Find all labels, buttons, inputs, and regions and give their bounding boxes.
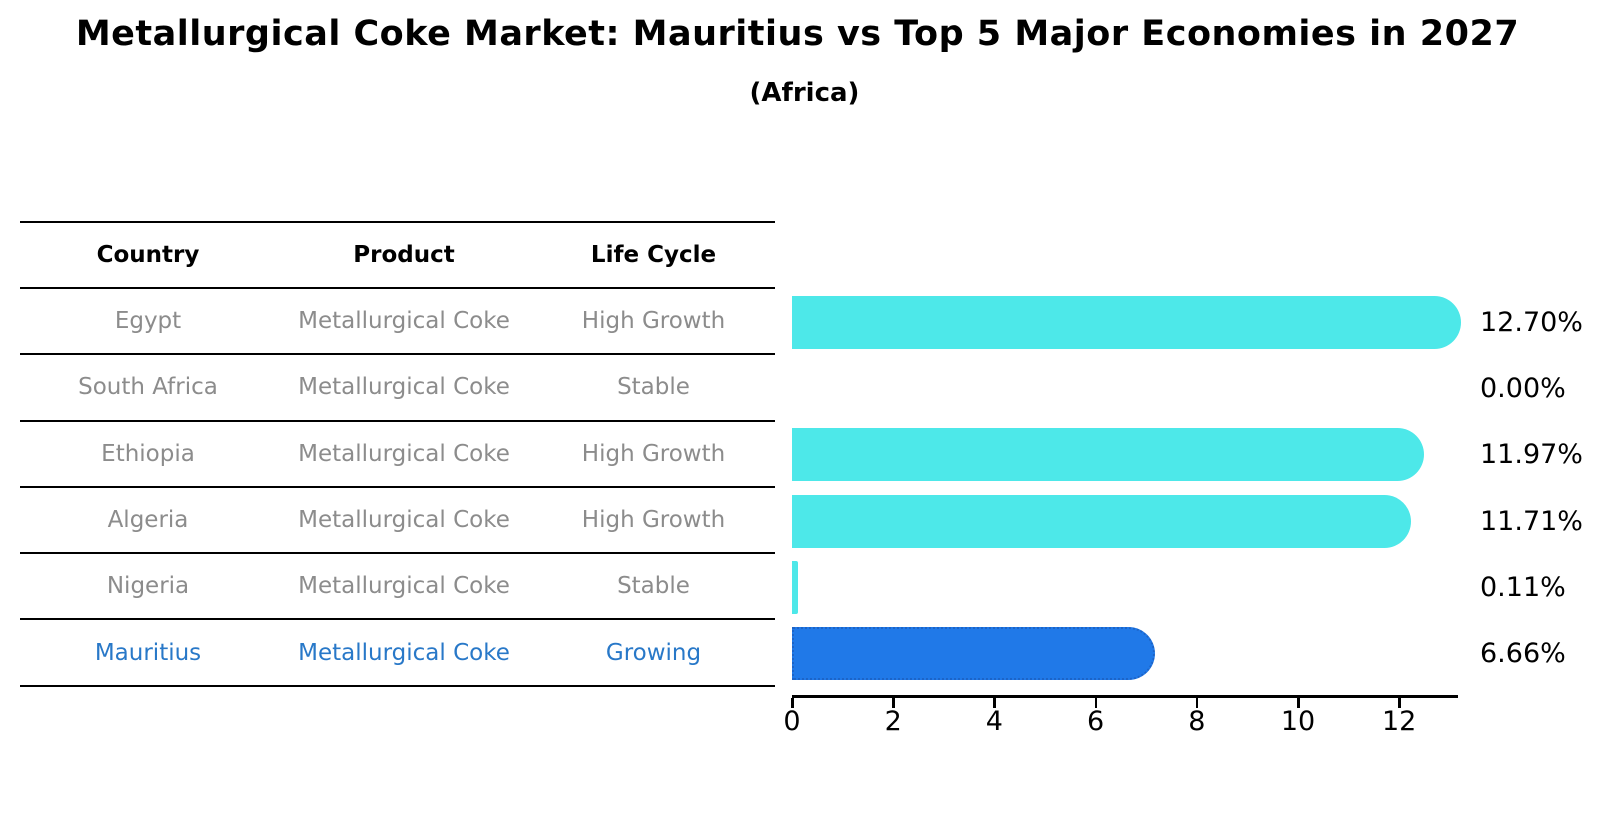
cell-country: South Africa xyxy=(78,374,218,401)
bar-egypt xyxy=(792,295,1461,349)
table-row: Algeria Metallurgical Coke High Growth xyxy=(20,488,775,555)
bar-ethiopia xyxy=(792,428,1424,482)
table-row: Mauritius Metallurgical Coke Growing xyxy=(20,620,775,687)
x-axis-tick-label: 0 xyxy=(783,706,801,737)
cell-product: Metallurgical Coke xyxy=(298,507,510,534)
x-axis-tick xyxy=(1094,698,1098,708)
x-axis-tick-label: 6 xyxy=(1087,706,1105,737)
x-axis-tick xyxy=(993,698,996,708)
cell-life-cycle: Growing xyxy=(605,639,702,666)
cell-product: Metallurgical Coke xyxy=(298,639,510,666)
value-label: 0.00% xyxy=(1480,372,1566,404)
country-table: Country Product Life Cycle Egypt Metallur… xyxy=(20,221,775,687)
bar-nigeria xyxy=(792,560,798,614)
cell-product: Metallurgical Coke xyxy=(298,308,510,335)
x-axis-tick-label: 4 xyxy=(985,706,1003,737)
table-body: Egypt Metallurgical Coke High Growth South … xyxy=(20,289,775,687)
table-row: Ethiopia Metallurgical Coke High Growth xyxy=(20,422,775,488)
col-header-product: Product xyxy=(353,242,455,268)
table-row: South Africa Metallurgical Coke Stable xyxy=(20,355,775,422)
bar-mauritius xyxy=(792,627,1155,681)
cell-life-cycle: High Growth xyxy=(581,507,726,534)
x-axis-tick xyxy=(791,698,794,708)
value-label: 11.97% xyxy=(1480,439,1583,471)
value-label: 11.71% xyxy=(1480,505,1583,537)
col-header-country: Country xyxy=(96,242,200,268)
cell-life-cycle: Stable xyxy=(617,573,690,600)
cell-product: Metallurgical Coke xyxy=(298,573,510,600)
x-axis-tick-label: 10 xyxy=(1280,706,1316,737)
cell-product: Metallurgical Coke xyxy=(298,440,510,467)
cell-country: Algeria xyxy=(107,507,189,534)
cell-product: Metallurgical Coke xyxy=(298,374,510,401)
table-header-row: Country Product Life Cycle xyxy=(20,221,775,289)
cell-country: Ethiopia xyxy=(101,440,195,467)
cell-life-cycle: Stable xyxy=(617,374,690,401)
x-axis-tick-label: 8 xyxy=(1188,706,1206,737)
bar-algeria xyxy=(792,494,1411,548)
x-axis-tick-label: 2 xyxy=(884,706,902,737)
x-axis-tick xyxy=(892,698,895,708)
x-axis-tick xyxy=(1195,698,1199,708)
col-header-lifecycle: Life Cycle xyxy=(590,242,717,268)
value-label: 0.11% xyxy=(1480,571,1566,603)
x-axis-tick-label: 12 xyxy=(1382,706,1417,737)
x-axis-line xyxy=(792,695,1458,698)
cell-life-cycle: High Growth xyxy=(581,440,726,467)
value-label: 12.70% xyxy=(1480,306,1583,338)
table-row: Egypt Metallurgical Coke High Growth xyxy=(20,289,775,356)
cell-country: Nigeria xyxy=(106,573,190,600)
x-axis-tick xyxy=(1297,698,1300,708)
cell-country: Mauritius xyxy=(94,639,202,666)
cell-country: Egypt xyxy=(114,308,182,335)
value-label: 6.66% xyxy=(1480,638,1566,670)
table-row: Nigeria Metallurgical Coke Stable xyxy=(20,554,775,621)
chart-subtitle: (Africa) xyxy=(749,78,860,108)
cell-life-cycle: High Growth xyxy=(581,308,726,335)
x-axis-tick xyxy=(1398,698,1401,708)
chart-title: Metallurgical Coke Market: Mauritius vs … xyxy=(75,14,1520,54)
